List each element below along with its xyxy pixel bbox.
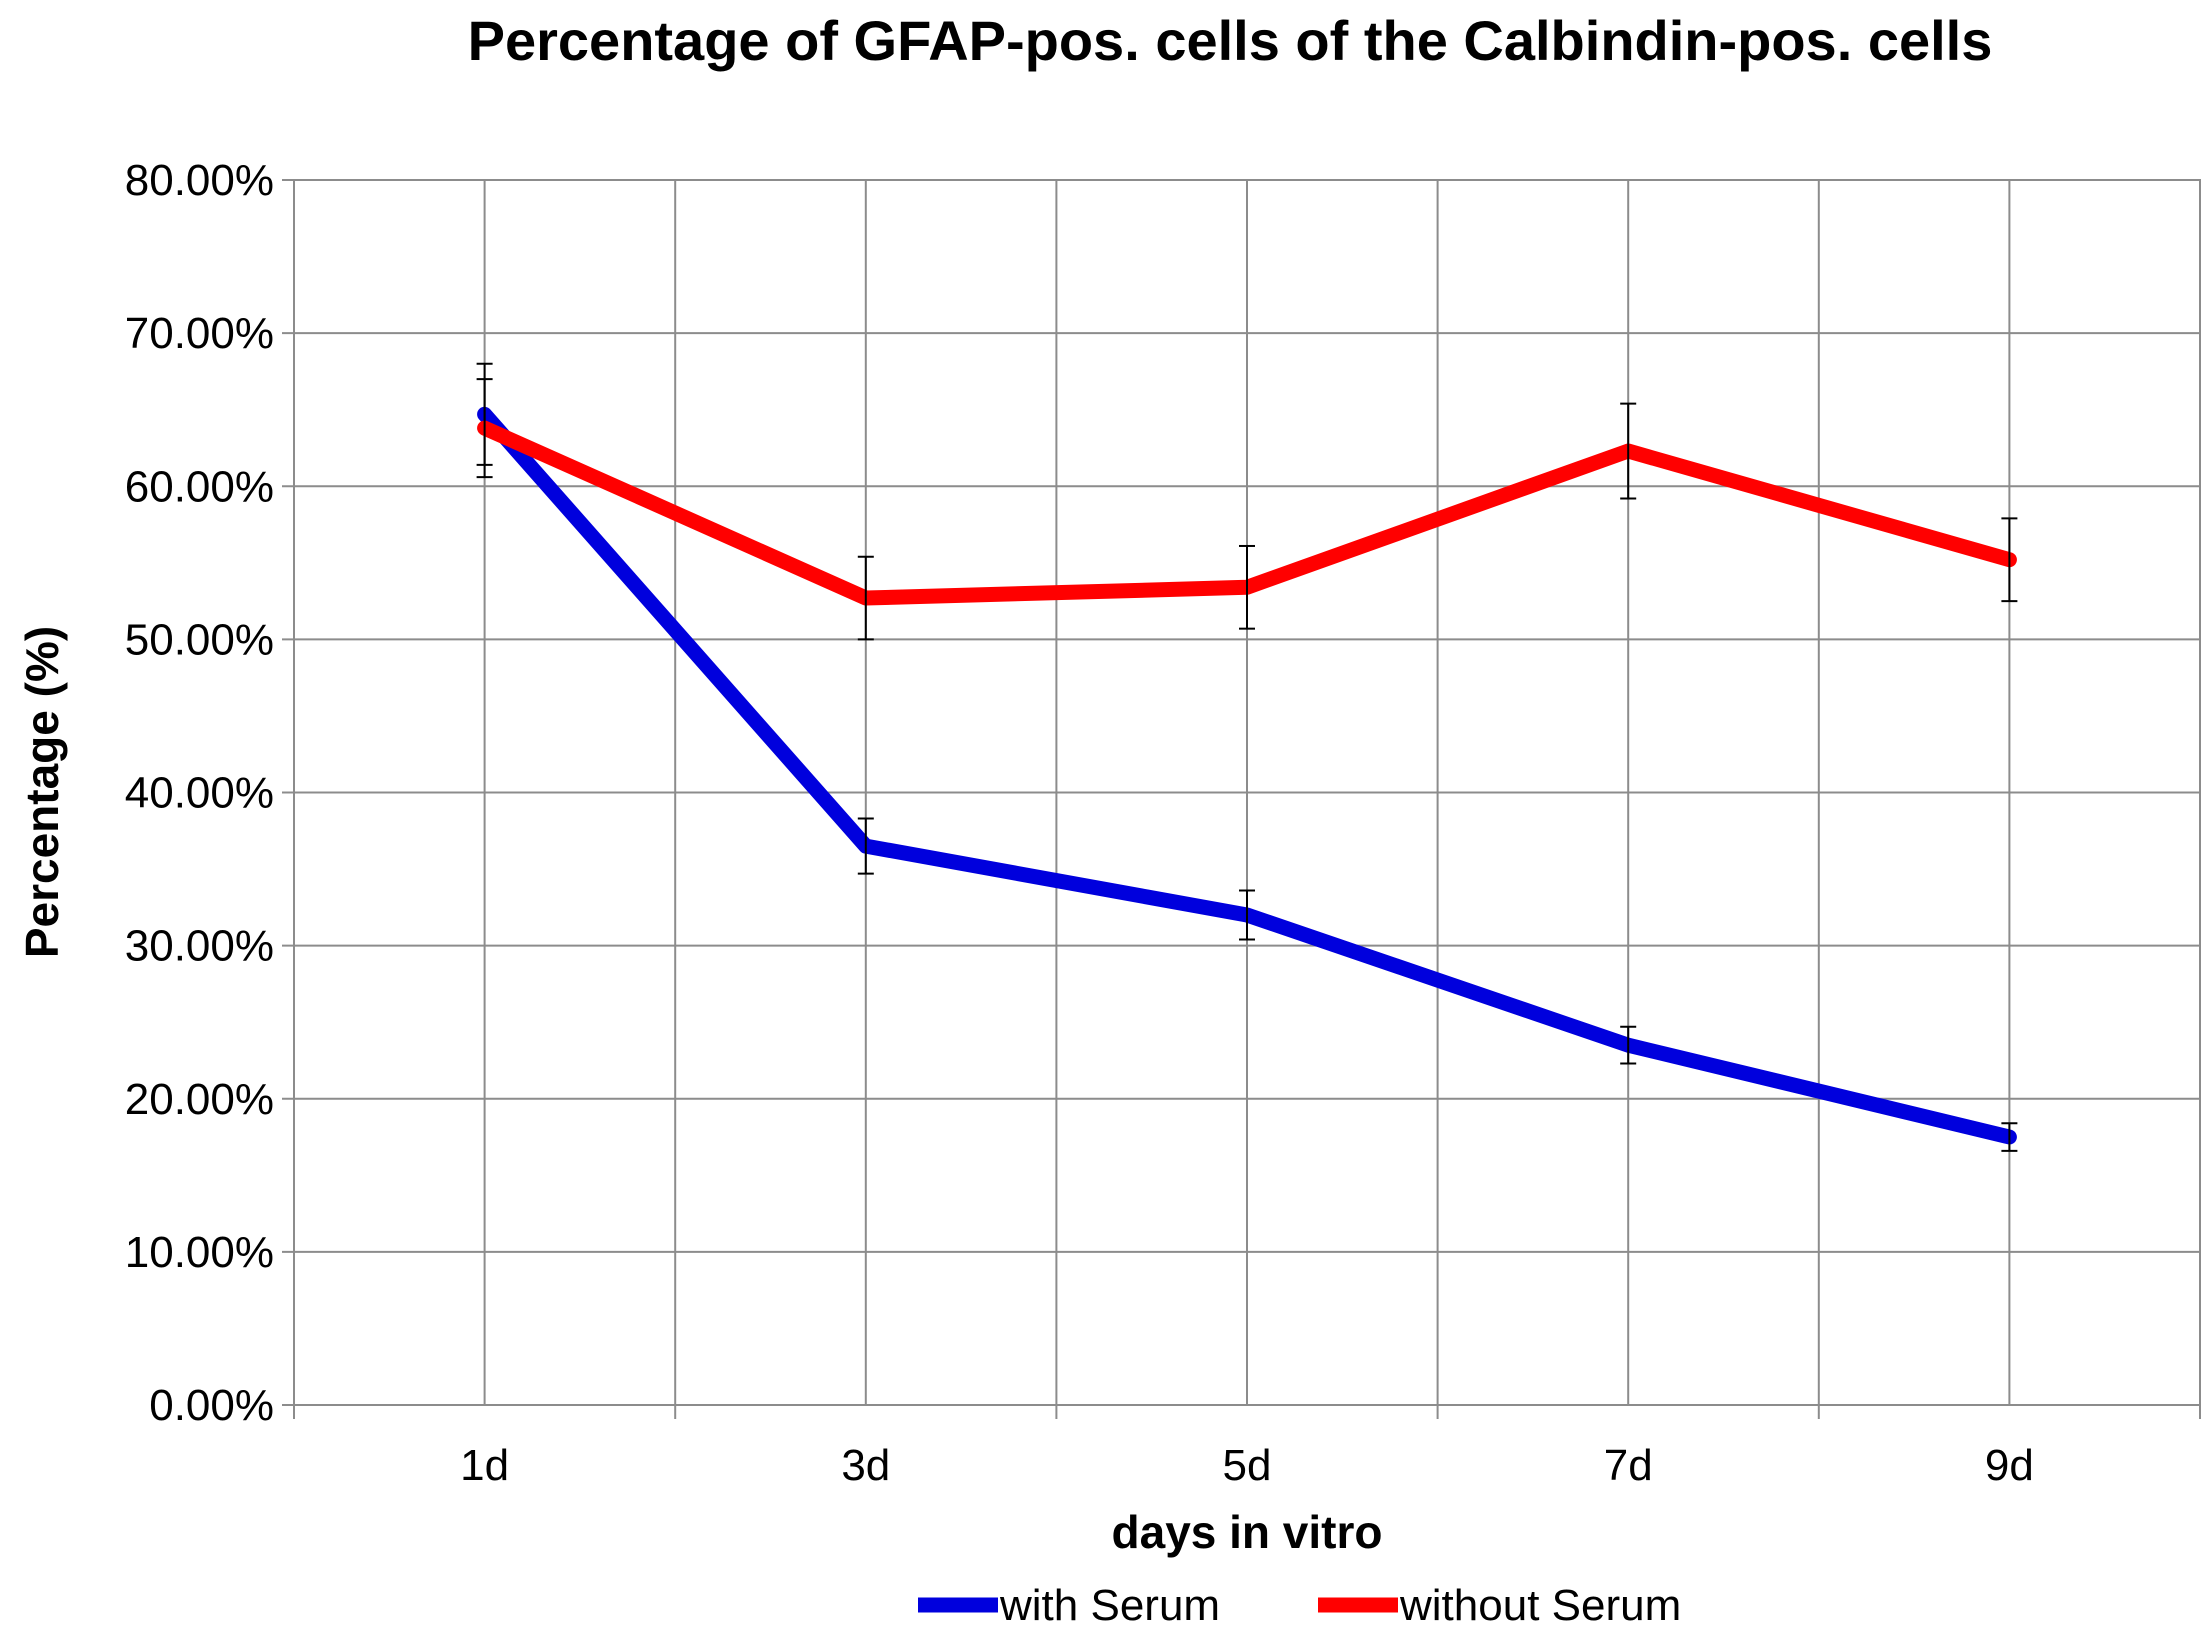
legend: with Serum without Serum bbox=[918, 1581, 1681, 1630]
x-tick-label: 7d bbox=[1604, 1441, 1653, 1490]
y-tick-label: 40.00% bbox=[125, 769, 274, 818]
legend-label-2: without Serum bbox=[1399, 1581, 1681, 1630]
chart-title: Percentage of GFAP-pos. cells of the Cal… bbox=[468, 9, 1993, 72]
gridlines bbox=[294, 179, 2200, 1406]
y-axis: 0.00% 10.00% 20.00% 30.00% 40.00% 50.00% 60.00… bbox=[125, 156, 294, 1430]
y-tick-label: 70.00% bbox=[125, 309, 274, 358]
y-tick-label: 10.00% bbox=[125, 1228, 274, 1277]
y-tick-label: 60.00% bbox=[125, 462, 274, 511]
x-tick-label: 1d bbox=[460, 1441, 509, 1490]
legend-label-1: with Serum bbox=[999, 1581, 1220, 1630]
y-tick-label: 30.00% bbox=[125, 922, 274, 971]
x-tick-label: 5d bbox=[1223, 1441, 1272, 1490]
y-tick-label: 20.00% bbox=[125, 1075, 274, 1124]
y-tick-label: 80.00% bbox=[125, 156, 274, 205]
series-layer bbox=[476, 362, 2018, 1152]
y-axis-label: Percentage (%) bbox=[16, 626, 68, 958]
x-axis: 1d 3d 5d 7d 9d bbox=[293, 1405, 2201, 1490]
x-tick-label: 9d bbox=[1985, 1441, 2034, 1490]
y-tick-label: 0.00% bbox=[149, 1381, 274, 1430]
x-axis-label: days in vitro bbox=[1112, 1506, 1383, 1558]
y-tick-label: 50.00% bbox=[125, 615, 274, 664]
x-tick-label: 3d bbox=[841, 1441, 890, 1490]
